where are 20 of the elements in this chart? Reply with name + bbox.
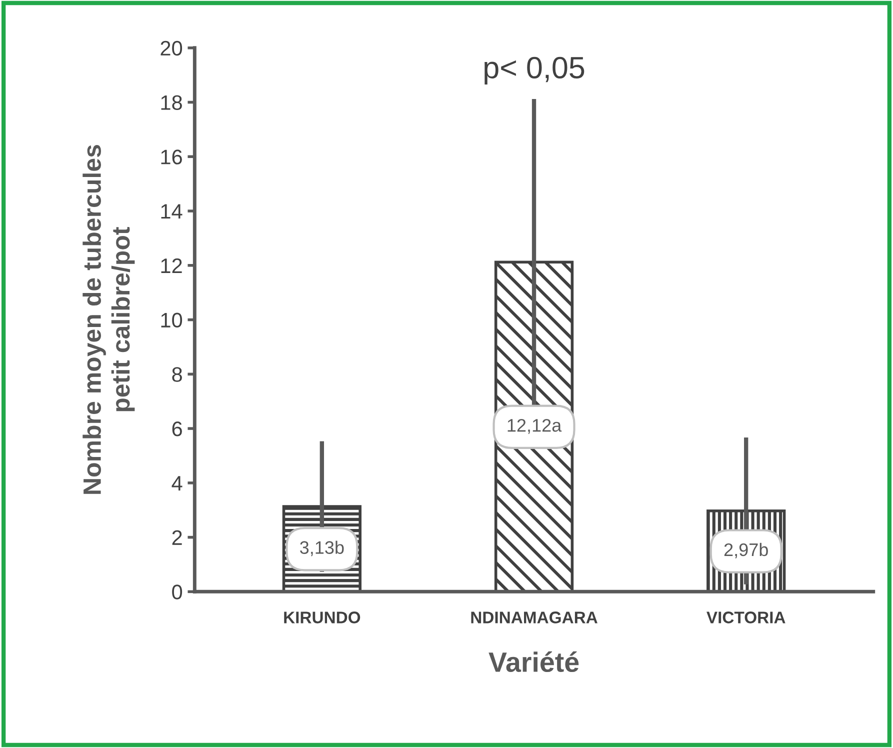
- y-tick-label: 14: [161, 204, 182, 219]
- data-label: 3,13b: [300, 540, 344, 556]
- y-tick-label: 8: [172, 367, 182, 382]
- y-tick-label: 2: [172, 530, 182, 545]
- x-tick-label: VICTORIA: [706, 612, 786, 624]
- y-axis-title: Nombre moyen de tubercules petit calibre/pot: [82, 145, 135, 494]
- annotation: p< 0,05: [484, 56, 584, 85]
- y-tick-label: 18: [161, 95, 182, 110]
- y-tick-label: 4: [172, 476, 182, 490]
- y-tick-label: 10: [161, 312, 182, 328]
- y-tick-label: 16: [161, 150, 182, 164]
- y-tick-label: 6: [172, 422, 182, 436]
- y-tick-label: 20: [160, 40, 182, 56]
- y-tick-label: 0: [172, 584, 182, 600]
- data-label: 12,12a: [508, 418, 562, 434]
- x-axis-title: Variété: [488, 651, 579, 672]
- y-tick-label: 12: [161, 258, 182, 273]
- x-tick-label: KIRUNDO: [284, 612, 360, 624]
- x-tick-label: NDINAMAGARA: [471, 612, 598, 624]
- data-label: 2,97b: [724, 542, 768, 558]
